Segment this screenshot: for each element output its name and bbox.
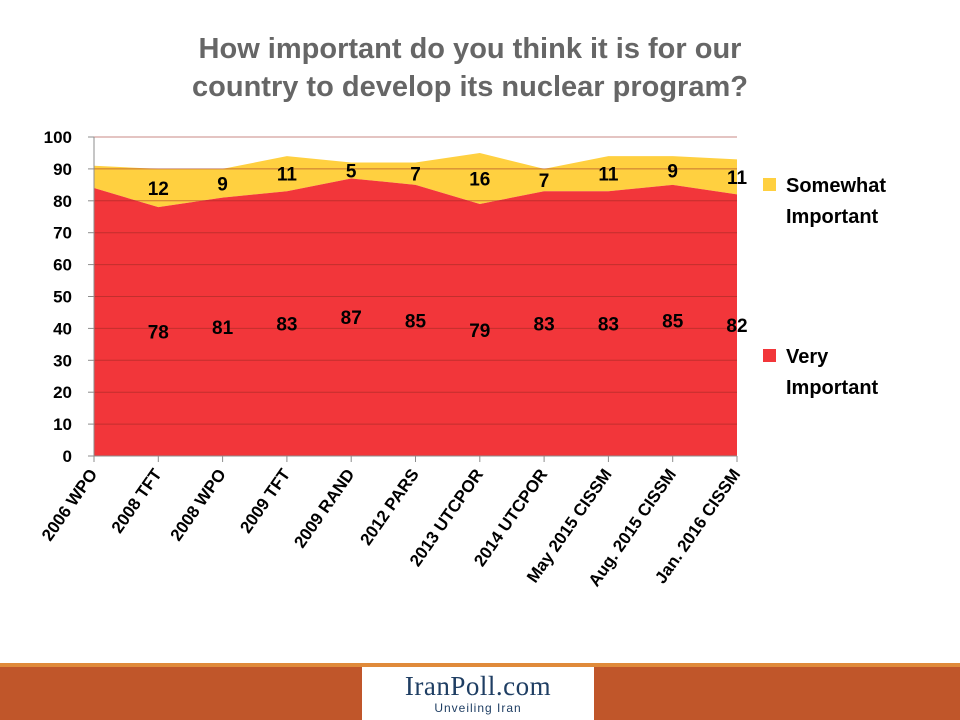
data-label-somewhat-important: 9 — [217, 174, 228, 195]
legend-label: Very — [786, 346, 829, 368]
data-label-somewhat-important: 7 — [539, 171, 550, 192]
data-label-very-important: 83 — [534, 315, 555, 336]
iranpoll-logo: IranPoll.com Unveiling Iran — [362, 667, 594, 720]
y-tick-label: 10 — [53, 415, 72, 434]
chart-title: How important do you think it is for our… — [60, 30, 880, 106]
logo-tagline: Unveiling Iran — [434, 701, 522, 715]
y-tick-label: 0 — [63, 447, 72, 466]
y-tick-label: 20 — [53, 383, 72, 402]
data-label-somewhat-important: 16 — [469, 169, 490, 190]
y-tick-label: 100 — [44, 128, 72, 147]
y-tick-label: 40 — [53, 319, 72, 338]
data-label-somewhat-important: 7 — [410, 165, 421, 186]
title-line-1: How important do you think it is for our — [198, 33, 742, 65]
series-area-somewhat-important — [94, 152, 737, 208]
data-label-very-important: 85 — [405, 311, 427, 332]
series-area-very-important — [94, 178, 737, 456]
data-label-very-important: 79 — [469, 321, 490, 342]
y-tick-label: 90 — [53, 160, 72, 179]
x-tick-label: 2012 PARS — [356, 465, 422, 548]
y-tick-label: 80 — [53, 192, 72, 211]
data-label-somewhat-important: 12 — [148, 179, 169, 200]
data-label-somewhat-important: 11 — [727, 168, 748, 189]
legend-swatch — [763, 178, 776, 191]
logo-text: IranPoll.com — [404, 671, 552, 701]
data-label-very-important: 83 — [276, 315, 297, 336]
legend-label: Important — [786, 377, 879, 399]
data-label-somewhat-important: 5 — [346, 161, 357, 182]
y-tick-label: 70 — [53, 224, 72, 243]
legend-label: Important — [786, 206, 879, 228]
x-tick-label: 2009 TFT — [236, 465, 294, 537]
data-label-very-important: 83 — [598, 315, 619, 336]
data-label-very-important: 78 — [148, 323, 169, 344]
x-tick-label: 2008 WPO — [167, 465, 230, 544]
title-line-2: country to develop its nuclear program? — [192, 71, 748, 103]
legend-label: Somewhat — [786, 175, 886, 197]
legend-swatch — [763, 349, 776, 362]
data-label-somewhat-important: 11 — [277, 165, 298, 186]
y-tick-label: 50 — [53, 288, 72, 307]
footer-stripe — [0, 663, 960, 667]
data-label-very-important: 81 — [212, 318, 234, 339]
data-label-very-important: 85 — [662, 311, 684, 332]
x-tick-label: 2006 WPO — [38, 465, 101, 544]
y-tick-label: 60 — [53, 256, 72, 275]
x-tick-label: 2008 TFT — [108, 465, 166, 537]
data-label-very-important: 87 — [341, 308, 362, 329]
x-tick-label: 2009 RAND — [290, 465, 358, 551]
data-label-very-important: 82 — [726, 316, 747, 337]
data-label-somewhat-important: 9 — [667, 161, 678, 182]
data-label-somewhat-important: 11 — [598, 165, 619, 186]
y-tick-label: 30 — [53, 351, 72, 370]
